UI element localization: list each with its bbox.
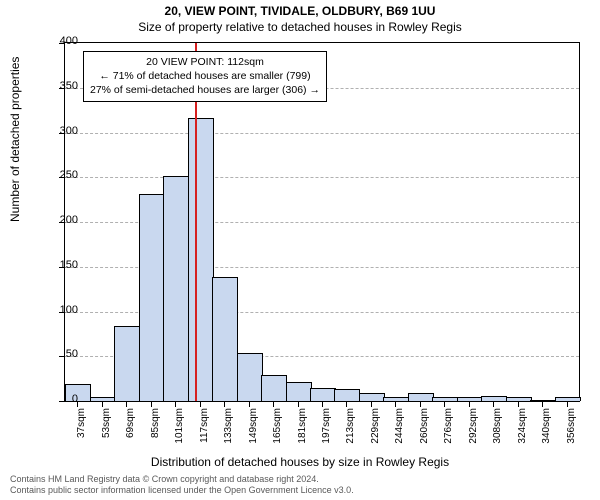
x-tick [298, 401, 299, 407]
footer-line-2: Contains public sector information licen… [10, 485, 354, 496]
y-tick-label: 50 [42, 348, 78, 360]
x-tick-label: 197sqm [321, 408, 332, 458]
x-tick [200, 401, 201, 407]
x-tick-label: 117sqm [199, 408, 210, 458]
annotation-box: 20 VIEW POINT: 112sqm ← 71% of detached … [83, 51, 327, 102]
y-tick-label: 200 [42, 214, 78, 226]
histogram-bar [310, 388, 336, 401]
y-tick-label: 300 [42, 125, 78, 137]
histogram-bar [506, 397, 532, 401]
histogram-bar [188, 118, 214, 401]
x-tick-label: 149sqm [248, 408, 259, 458]
annotation-line-2: ← 71% of detached houses are smaller (79… [90, 69, 320, 83]
x-tick [151, 401, 152, 407]
histogram-bar [212, 277, 238, 402]
x-tick-label: 229sqm [370, 408, 381, 458]
x-tick [444, 401, 445, 407]
x-tick [395, 401, 396, 407]
histogram-bar [261, 375, 287, 401]
x-tick [371, 401, 372, 407]
x-tick [175, 401, 176, 407]
chart-sub-title: Size of property relative to detached ho… [0, 20, 600, 34]
x-tick-label: 101sqm [174, 408, 185, 458]
histogram-bar [139, 194, 165, 401]
histogram-bar [114, 326, 140, 401]
x-tick [249, 401, 250, 407]
x-tick [102, 401, 103, 407]
x-tick-label: 308sqm [492, 408, 503, 458]
plot-area: 20 VIEW POINT: 112sqm ← 71% of detached … [64, 42, 580, 402]
footer-line-1: Contains HM Land Registry data © Crown c… [10, 474, 354, 485]
x-tick [322, 401, 323, 407]
x-tick [542, 401, 543, 407]
x-tick [469, 401, 470, 407]
histogram-bar [408, 393, 434, 401]
x-tick-label: 181sqm [297, 408, 308, 458]
x-tick-label: 356sqm [566, 408, 577, 458]
y-tick-label: 0 [42, 393, 78, 405]
x-tick [346, 401, 347, 407]
x-tick-label: 85sqm [150, 408, 161, 458]
x-tick [224, 401, 225, 407]
x-tick-label: 324sqm [517, 408, 528, 458]
x-tick [493, 401, 494, 407]
y-axis-title: Number of detached properties [8, 57, 22, 222]
x-tick-label: 340sqm [541, 408, 552, 458]
x-tick-label: 165sqm [272, 408, 283, 458]
x-tick-label: 292sqm [468, 408, 479, 458]
y-tick-label: 400 [42, 35, 78, 47]
x-tick-label: 260sqm [419, 408, 430, 458]
y-tick-label: 100 [42, 304, 78, 316]
footer-attribution: Contains HM Land Registry data © Crown c… [10, 474, 354, 497]
y-tick-label: 250 [42, 169, 78, 181]
histogram-bar [90, 397, 116, 401]
x-tick-label: 53sqm [101, 408, 112, 458]
grid-line [65, 177, 579, 178]
x-tick-label: 133sqm [223, 408, 234, 458]
histogram-bar [163, 176, 189, 401]
histogram-bar [359, 393, 385, 401]
x-tick [420, 401, 421, 407]
histogram-bar [334, 389, 360, 401]
annotation-line-3: 27% of semi-detached houses are larger (… [90, 83, 320, 97]
histogram-bar [286, 382, 312, 401]
x-tick-label: 276sqm [443, 408, 454, 458]
chart-super-title: 20, VIEW POINT, TIVIDALE, OLDBURY, B69 1… [0, 4, 600, 18]
histogram-bar [237, 353, 263, 401]
y-tick-label: 150 [42, 259, 78, 271]
x-tick-label: 213sqm [345, 408, 356, 458]
x-tick-label: 37sqm [76, 408, 87, 458]
x-tick-label: 244sqm [394, 408, 405, 458]
x-tick [518, 401, 519, 407]
x-tick [567, 401, 568, 407]
y-tick-label: 350 [42, 80, 78, 92]
annotation-line-1: 20 VIEW POINT: 112sqm [90, 55, 320, 69]
x-tick-label: 69sqm [125, 408, 136, 458]
x-tick [126, 401, 127, 407]
grid-line [65, 133, 579, 134]
histogram-bar [555, 397, 581, 401]
histogram-bar [457, 397, 483, 401]
x-tick [273, 401, 274, 407]
